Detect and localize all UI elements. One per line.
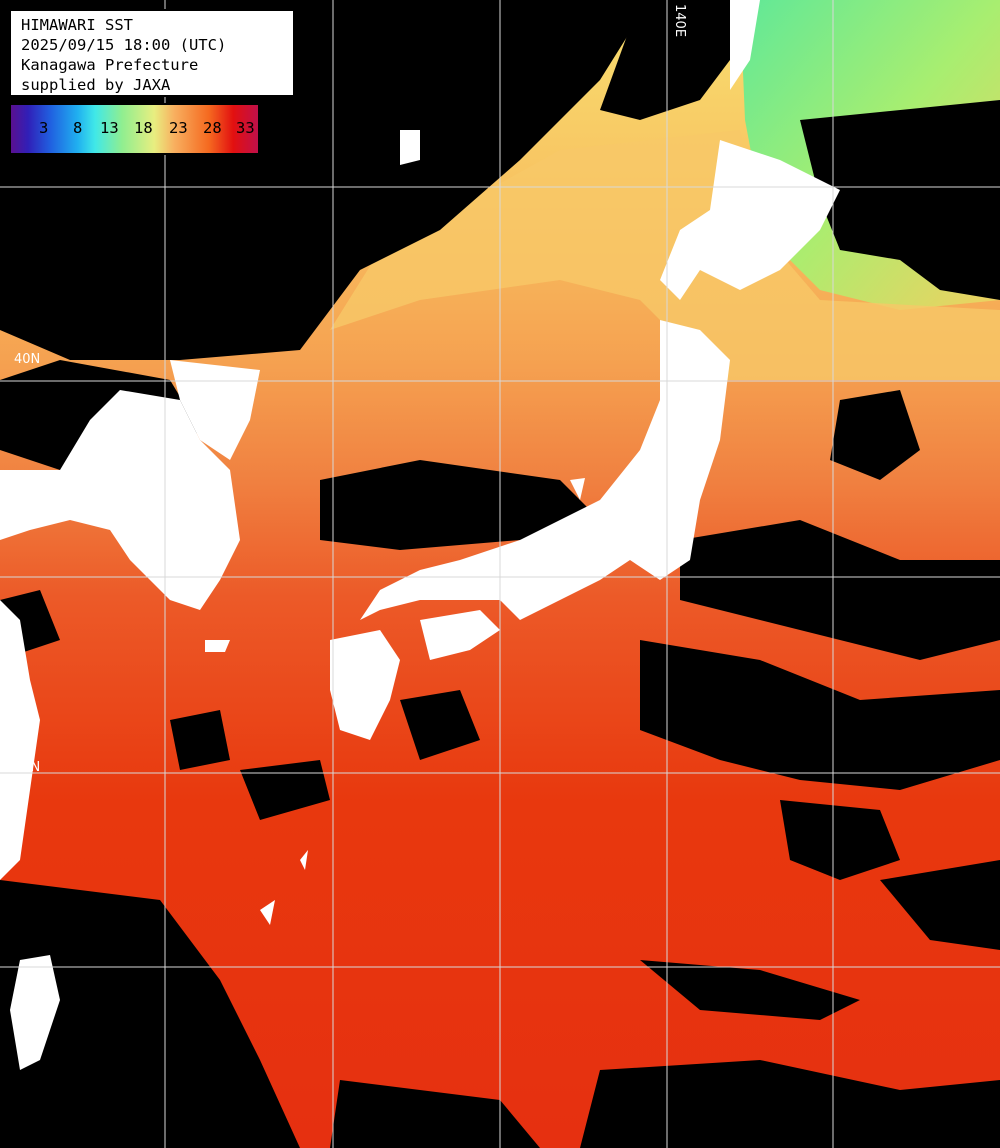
latitude-label-40n: 40N <box>14 352 41 367</box>
colorbar-tick: 23 <box>169 119 188 137</box>
colorbar-tick: 3 <box>39 119 49 137</box>
colorbar-tick: 13 <box>100 119 119 137</box>
taiwan <box>10 955 60 1070</box>
shikoku <box>420 610 500 660</box>
colorbar-tick: 33 <box>236 119 255 137</box>
longitude-label-140e: 140E <box>672 4 687 38</box>
temperature-colorbar: 3 8 13 18 23 28 33 <box>9 103 260 155</box>
map-info-box: HIMAWARI SST 2025/09/15 18:00 (UTC) Kana… <box>9 9 295 97</box>
data-credit: supplied by JAXA <box>21 76 171 94</box>
colorbar-tick: 18 <box>134 119 153 137</box>
region-name: Kanagawa Prefecture <box>21 56 199 74</box>
latitude-label-30n: 30N <box>14 760 41 775</box>
honshu <box>360 320 730 620</box>
product-title: HIMAWARI SST <box>21 16 133 34</box>
kyushu <box>330 630 400 740</box>
colorbar-tick: 8 <box>73 119 83 137</box>
hokkaido <box>660 140 840 300</box>
land <box>0 0 840 1070</box>
timestamp: 2025/09/15 18:00 (UTC) <box>21 36 227 54</box>
colorbar-tick: 28 <box>203 119 222 137</box>
korean-peninsula <box>0 390 240 610</box>
